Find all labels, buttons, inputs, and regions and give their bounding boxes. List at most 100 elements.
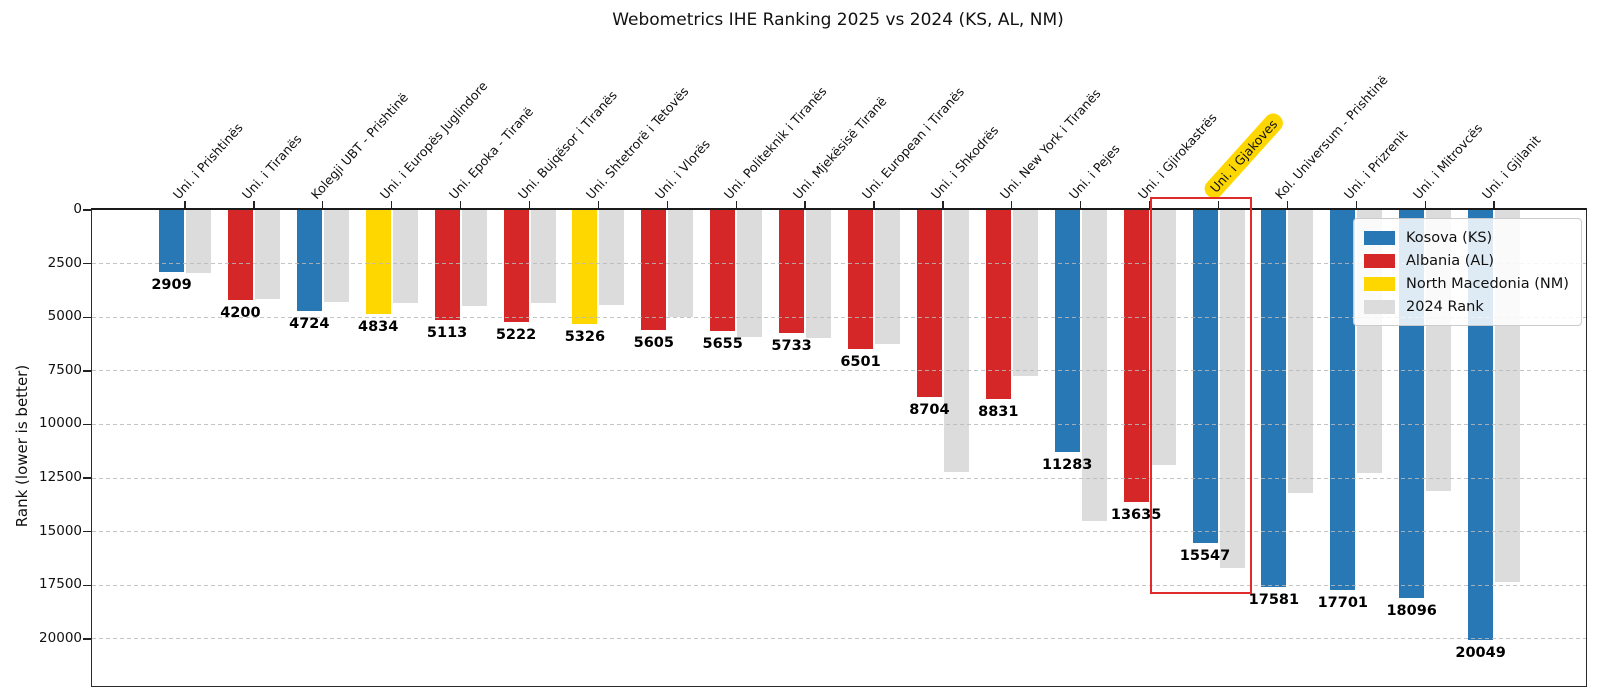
category-label: Uni. i Vlorës	[652, 136, 714, 202]
bar-2024-rank	[1150, 210, 1176, 466]
legend-label: Kosova (KS)	[1406, 229, 1493, 246]
gridline	[92, 638, 1586, 640]
bar-2024-rank	[1012, 210, 1038, 377]
bar-2025-rank	[985, 210, 1011, 400]
bar-value-label: 5733	[771, 337, 812, 354]
legend-label: North Macedonia (NM)	[1406, 275, 1569, 292]
x-tick	[528, 201, 531, 208]
y-tick	[83, 530, 91, 533]
category-label: Uni. i Pejes	[1065, 141, 1123, 202]
bar-value-label: 5605	[633, 335, 674, 352]
gridline	[92, 477, 1586, 479]
x-tick	[1286, 201, 1289, 208]
bar-2024-rank	[461, 210, 487, 307]
bar-2024-rank	[875, 210, 900, 344]
gridline	[92, 370, 1586, 372]
bar-2025-rank	[159, 210, 184, 273]
legend-label: Albania (AL)	[1406, 252, 1495, 269]
y-tick	[83, 423, 91, 426]
bar-value-label: 8704	[909, 401, 950, 418]
chart-title: Webometrics IHE Ranking 2025 vs 2024 (KS…	[612, 10, 1064, 30]
legend-swatch	[1364, 230, 1395, 245]
gridline	[92, 531, 1586, 533]
x-tick	[1493, 201, 1495, 208]
x-tick	[459, 201, 462, 208]
category-label: Uni. i Shkodrës	[927, 122, 1002, 202]
bar-value-label: 5655	[702, 336, 743, 353]
x-tick	[597, 201, 600, 208]
bar-value-label: 4200	[220, 305, 261, 322]
x-tick	[804, 201, 806, 208]
gridline	[92, 263, 1586, 265]
legend-label: 2024 Rank	[1406, 298, 1484, 315]
bar-2024-rank	[1219, 210, 1245, 569]
bar-2025-rank	[779, 210, 805, 333]
bar-value-label: 5222	[495, 326, 537, 343]
bar-2025-rank	[227, 210, 253, 301]
highlight-box	[1150, 197, 1252, 594]
legend-item: Kosova (KS)	[1364, 226, 1569, 249]
x-tick	[666, 201, 668, 208]
x-tick	[1355, 201, 1357, 208]
bar-value-label: 2909	[151, 277, 192, 294]
legend-item: 2024 Rank	[1364, 295, 1569, 318]
category-label: Kol. Universum - Prishtinë	[1272, 72, 1392, 202]
legend: Kosova (KS) Albania (AL) North Macedonia (…	[1353, 218, 1582, 326]
bar-2025-rank	[434, 210, 460, 320]
bar-value-label: 15547	[1179, 548, 1231, 565]
bar-2025-rank	[503, 210, 529, 322]
y-tick-label: 7500	[47, 361, 82, 378]
bar-value-label: 8831	[978, 404, 1019, 421]
bar-2024-rank	[1288, 210, 1314, 494]
gridline	[92, 584, 1586, 586]
y-tick	[83, 477, 91, 479]
y-tick-label: 0	[73, 201, 82, 217]
x-tick	[1217, 201, 1220, 208]
bar-2025-rank	[1261, 210, 1287, 587]
x-tick	[1011, 201, 1013, 208]
x-tick	[735, 201, 737, 208]
bar-2024-rank	[806, 210, 832, 338]
bar-2025-rank	[296, 210, 322, 312]
y-tick-label: 2500	[47, 254, 82, 271]
legend-swatch	[1364, 299, 1395, 314]
bar-value-label: 4834	[358, 318, 399, 335]
y-tick-label: 17500	[39, 576, 82, 593]
plot-area: 0 2500 5000 7500 10000 12500 15000 17500 20000 29…	[39, 72, 1587, 687]
y-tick-label: 12500	[39, 469, 82, 486]
category-label: Uni. i Gjilanit	[1478, 132, 1544, 202]
bar-2024-rank	[323, 210, 349, 302]
bar-2024-rank	[943, 210, 969, 472]
bar-2025-rank	[641, 210, 667, 331]
bar-value-label: 13635	[1110, 507, 1162, 524]
bar-2024-rank	[530, 210, 556, 304]
x-tick	[1424, 201, 1426, 208]
y-tick-label: 5000	[47, 308, 82, 325]
bar-2025-rank	[1192, 210, 1218, 544]
bar-2025-rank	[710, 210, 736, 332]
category-label: Uni. i Tiranës	[238, 131, 305, 202]
bar-value-label: 11283	[1041, 456, 1093, 473]
x-tick	[942, 201, 944, 208]
bar-2024-rank	[599, 210, 625, 306]
bar-value-label: 5113	[426, 324, 468, 341]
y-tick	[83, 584, 91, 586]
y-tick	[83, 370, 91, 372]
bar-2025-rank	[916, 210, 942, 397]
legend-swatch	[1364, 276, 1395, 291]
legend-item: Albania (AL)	[1364, 249, 1569, 272]
x-tick	[322, 201, 324, 208]
bar-2024-rank	[254, 210, 280, 299]
bar-2024-rank	[1081, 210, 1107, 521]
y-tick-label: 20000	[39, 629, 82, 646]
bar-2024-rank	[392, 210, 418, 304]
bar-2025-rank	[848, 210, 873, 350]
gridline	[92, 316, 1586, 318]
category-label: Uni. i Prishtinës	[169, 120, 246, 202]
y-tick	[83, 638, 91, 640]
y-tick	[83, 209, 91, 211]
y-tick-label: 15000	[39, 522, 82, 539]
x-tick	[1148, 201, 1151, 208]
bar-value-label: 17581	[1248, 591, 1300, 608]
y-tick-label: 10000	[39, 415, 82, 432]
